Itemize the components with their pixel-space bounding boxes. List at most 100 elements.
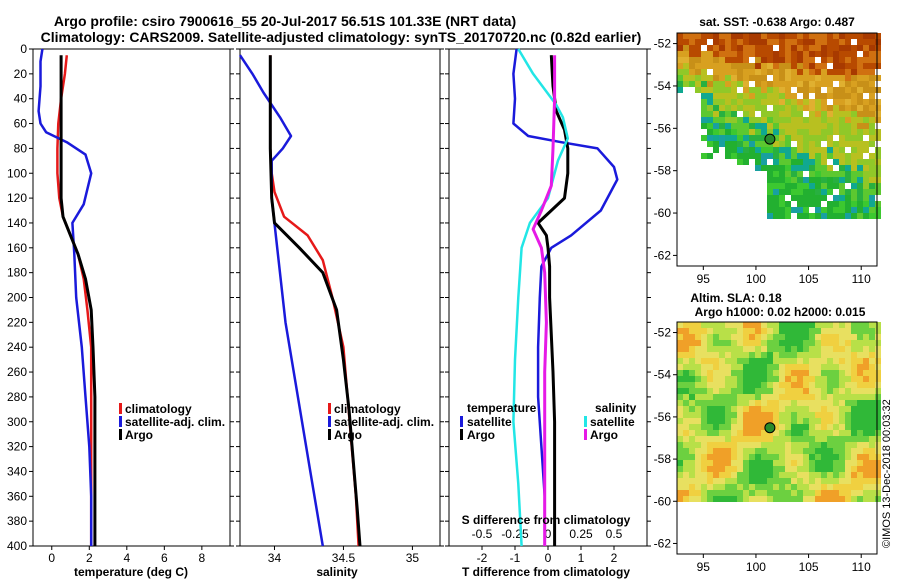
map-cell bbox=[755, 412, 761, 418]
map-cell bbox=[707, 406, 713, 412]
map-cell bbox=[875, 352, 881, 358]
map-cell bbox=[767, 177, 773, 183]
map-cell bbox=[713, 93, 719, 99]
map-cell bbox=[701, 436, 707, 442]
map-cell bbox=[707, 63, 713, 69]
map-cell bbox=[869, 45, 875, 51]
map-cell bbox=[755, 388, 761, 394]
map-cell bbox=[863, 147, 869, 153]
map-cell bbox=[749, 460, 755, 466]
map-cell bbox=[755, 376, 761, 382]
map-cell bbox=[755, 159, 761, 165]
map-cell bbox=[827, 141, 833, 147]
map-cell bbox=[719, 334, 725, 340]
map-cell bbox=[719, 364, 725, 370]
map-cell bbox=[713, 63, 719, 69]
map-cell bbox=[689, 57, 695, 63]
map-cell bbox=[815, 364, 821, 370]
map-cell bbox=[797, 334, 803, 340]
map-cell bbox=[791, 147, 797, 153]
map-cell bbox=[851, 153, 857, 159]
sst-argo-position-marker bbox=[764, 133, 776, 145]
map-cell bbox=[701, 322, 707, 328]
map-cell bbox=[743, 472, 749, 478]
map-cell bbox=[773, 442, 779, 448]
map-cell bbox=[833, 195, 839, 201]
map-cell bbox=[809, 159, 815, 165]
map-cell bbox=[875, 75, 881, 81]
map-cell bbox=[851, 51, 857, 57]
map-cell bbox=[737, 346, 743, 352]
map-cell bbox=[677, 388, 683, 394]
map-cell bbox=[767, 201, 773, 207]
map-cell bbox=[791, 105, 797, 111]
map-cell bbox=[839, 201, 845, 207]
map-cell bbox=[863, 490, 869, 496]
map-cell bbox=[869, 406, 875, 412]
map-cell bbox=[785, 81, 791, 87]
map-cell bbox=[737, 135, 743, 141]
map-cell bbox=[839, 466, 845, 472]
map-cell bbox=[773, 165, 779, 171]
map-cell bbox=[725, 147, 731, 153]
map-cell bbox=[701, 394, 707, 400]
map-cell bbox=[677, 424, 683, 430]
map-cell bbox=[821, 117, 827, 123]
map-cell bbox=[839, 189, 845, 195]
map-cell bbox=[833, 388, 839, 394]
map-cell bbox=[863, 382, 869, 388]
map-cell bbox=[857, 466, 863, 472]
map-cell bbox=[761, 346, 767, 352]
map-cell bbox=[851, 57, 857, 63]
map-cell bbox=[857, 358, 863, 364]
map-cell bbox=[803, 123, 809, 129]
map-cell bbox=[827, 117, 833, 123]
map-cell bbox=[827, 370, 833, 376]
map-cell bbox=[767, 496, 773, 502]
map-cell bbox=[827, 334, 833, 340]
map-cell bbox=[743, 63, 749, 69]
map-cell bbox=[821, 322, 827, 328]
map-cell bbox=[743, 334, 749, 340]
map-cell bbox=[779, 460, 785, 466]
map-cell bbox=[791, 117, 797, 123]
map-cell bbox=[869, 334, 875, 340]
map-cell bbox=[773, 51, 779, 57]
map-cell bbox=[863, 334, 869, 340]
map-cell bbox=[809, 165, 815, 171]
map-cell bbox=[707, 496, 713, 502]
map-cell bbox=[707, 490, 713, 496]
map-cell bbox=[719, 69, 725, 75]
map-cell bbox=[845, 195, 851, 201]
map-cell bbox=[821, 334, 827, 340]
map-cell bbox=[791, 436, 797, 442]
map-cell bbox=[677, 358, 683, 364]
map-cell bbox=[743, 81, 749, 87]
map-cell bbox=[815, 454, 821, 460]
map-cell bbox=[737, 340, 743, 346]
sst-map-frame bbox=[676, 32, 878, 267]
map-cell bbox=[695, 63, 701, 69]
map-cell bbox=[695, 490, 701, 496]
map-cell bbox=[701, 352, 707, 358]
map-cell bbox=[707, 334, 713, 340]
map-cell bbox=[821, 45, 827, 51]
map-cell bbox=[839, 436, 845, 442]
map-cell bbox=[677, 87, 683, 93]
map-cell bbox=[827, 147, 833, 153]
map-cell bbox=[767, 376, 773, 382]
map-cell bbox=[833, 33, 839, 39]
map-cell bbox=[695, 382, 701, 388]
map-cell bbox=[773, 382, 779, 388]
map-cell bbox=[827, 490, 833, 496]
map-cell bbox=[821, 346, 827, 352]
map-cell bbox=[809, 406, 815, 412]
map-cell bbox=[797, 490, 803, 496]
map-cell bbox=[761, 394, 767, 400]
map-cell bbox=[839, 39, 845, 45]
map-cell bbox=[833, 352, 839, 358]
map-cell bbox=[869, 460, 875, 466]
map-cell bbox=[863, 364, 869, 370]
map-cell bbox=[725, 478, 731, 484]
map-cell bbox=[833, 340, 839, 346]
